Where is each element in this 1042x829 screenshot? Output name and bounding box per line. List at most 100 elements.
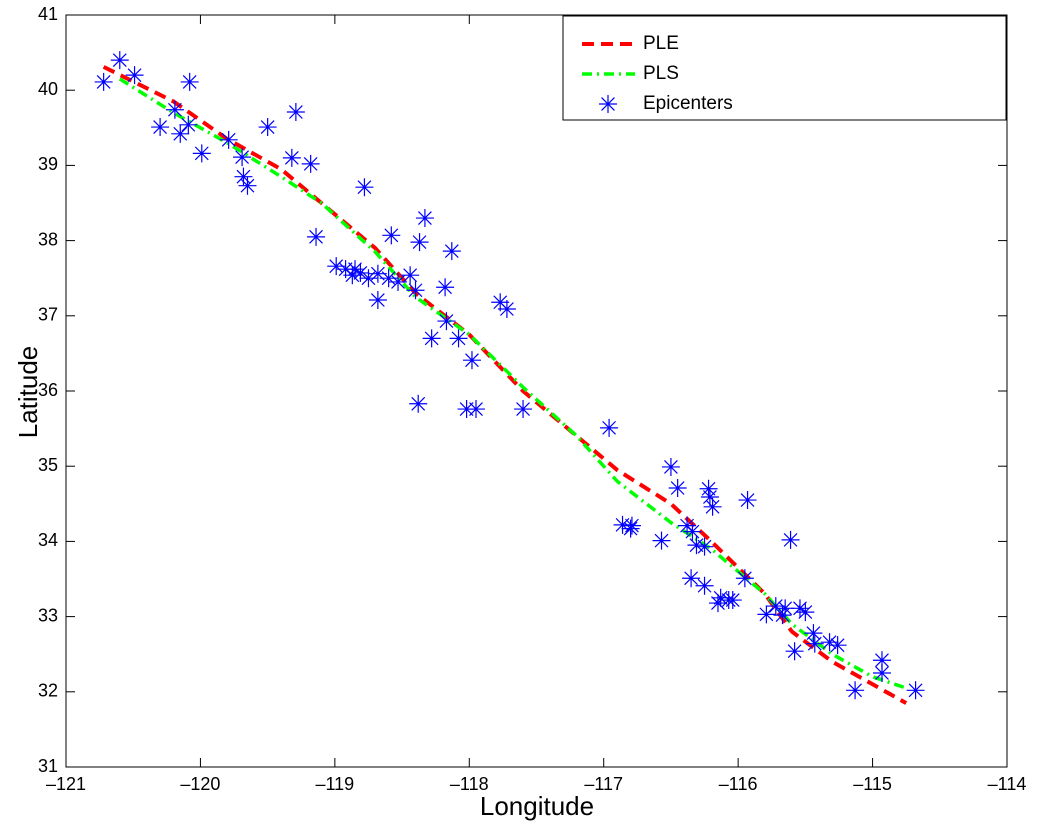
epicenter-marker [457,400,476,419]
epicenter-marker [621,519,640,538]
epicenter-marker [846,681,865,700]
epicenter-marker [368,291,387,310]
epicenter-marker [652,531,671,550]
x-tick-label: –117 [584,774,623,794]
epicenter-marker [410,233,429,252]
x-tick-label: –120 [180,774,220,794]
epicenter-marker [355,178,374,197]
epicenter-marker [346,260,365,279]
epicenter-marker [600,418,619,437]
epicenter-marker [282,148,301,167]
epicenter-marker [94,72,113,91]
epicenter-marker [368,264,387,283]
epicenter-marker [379,269,398,288]
y-tick-label: 32 [38,681,58,701]
epicenter-marker [401,266,420,285]
epicenter-marker [307,227,326,246]
epicenter-marker [165,100,184,119]
epicenter-marker [359,269,378,288]
epicenter-marker [286,103,305,122]
epicenter-marker [682,569,701,588]
epicenter-marker [442,242,461,261]
epicenter-marker [406,281,425,300]
y-tick-label: 40 [38,79,58,99]
legend-label: PLS [643,63,679,84]
epicenter-marker [695,576,714,595]
epicenter-marker [683,522,702,541]
y-tick-label: 34 [38,530,58,550]
legend-item: PLE [582,33,679,54]
legend-box [562,15,1007,121]
epicenter-marker [906,681,925,700]
epicenter-marker [613,515,632,534]
epicenter-marker [828,636,847,655]
y-tick-label: 37 [38,305,58,325]
epicenter-marker [790,599,809,618]
x-tick-label: –118 [450,774,489,794]
legend-swatch [599,95,617,113]
epicenter-marker [462,351,481,370]
epicenter-marker [668,479,687,498]
epicenter-marker [695,537,714,556]
epicenter-marker [125,66,144,85]
epicenter-marker [449,329,468,348]
epicenter-marker [497,300,516,319]
epicenter-marker [180,72,199,91]
epicenter-marker [773,606,792,625]
epicenter-marker [382,226,401,245]
epicenter-marker [723,591,742,610]
epicenter-marker [708,594,727,613]
epicenter-marker [171,124,190,143]
legend-item: Epicenters [599,93,733,114]
y-tick-label: 33 [38,605,58,625]
x-tick-label: –116 [719,774,758,794]
epicenter-marker [796,603,815,622]
epicenter-marker [234,167,253,186]
epicenter-marker [661,457,680,476]
y-tick-label: 35 [38,455,58,475]
y-tick-label: 36 [38,380,58,400]
epicenter-marker [699,479,718,498]
y-tick-label: 41 [38,4,58,24]
epicenter-marker [776,599,795,618]
epicenter-marker [738,491,757,510]
y-tick-label: 31 [38,756,58,776]
epicenter-marker [343,266,362,285]
axes-frame [65,14,1008,768]
plot-area [66,15,1007,767]
epicenter-marker [804,624,823,643]
x-tick-label: –115 [853,774,892,794]
epicenter-marker [766,597,785,616]
epicenter-marker [437,312,456,331]
epicenter-marker [622,516,641,535]
epicenter-marker [110,51,129,70]
epicenter-marker [436,278,455,297]
epicenter-marker [711,588,730,607]
epicenter-marker [687,536,706,555]
epicenter-marker [703,497,722,516]
x-tick-label: –119 [315,774,354,794]
epicenter-marker [151,118,170,137]
y-axis-label: Latitude [13,346,43,439]
epicenter-marker [238,176,257,195]
y-tick-label: 38 [38,229,58,249]
x-tick-label: –114 [988,774,1027,794]
legend-label: PLE [643,33,679,54]
epicenter-marker [735,569,754,588]
epicenter-marker [389,272,408,291]
epicenter-marker [805,634,824,653]
epicenter-marker [872,651,891,670]
epicenter-marker [467,400,486,419]
epicenter-marker [415,209,434,228]
epicenter-marker [872,664,891,682]
epicenter-marker [258,118,277,137]
epicenter-marker [219,130,238,149]
legend-label: Epicenters [643,93,733,114]
x-axis-label: Longitude [480,791,594,821]
epicenter-marker [409,394,428,413]
epicenter-marker [301,154,320,173]
y-tick-label: 39 [38,154,58,174]
epicenter-marker [781,530,800,549]
epicenter-marker [757,605,776,624]
